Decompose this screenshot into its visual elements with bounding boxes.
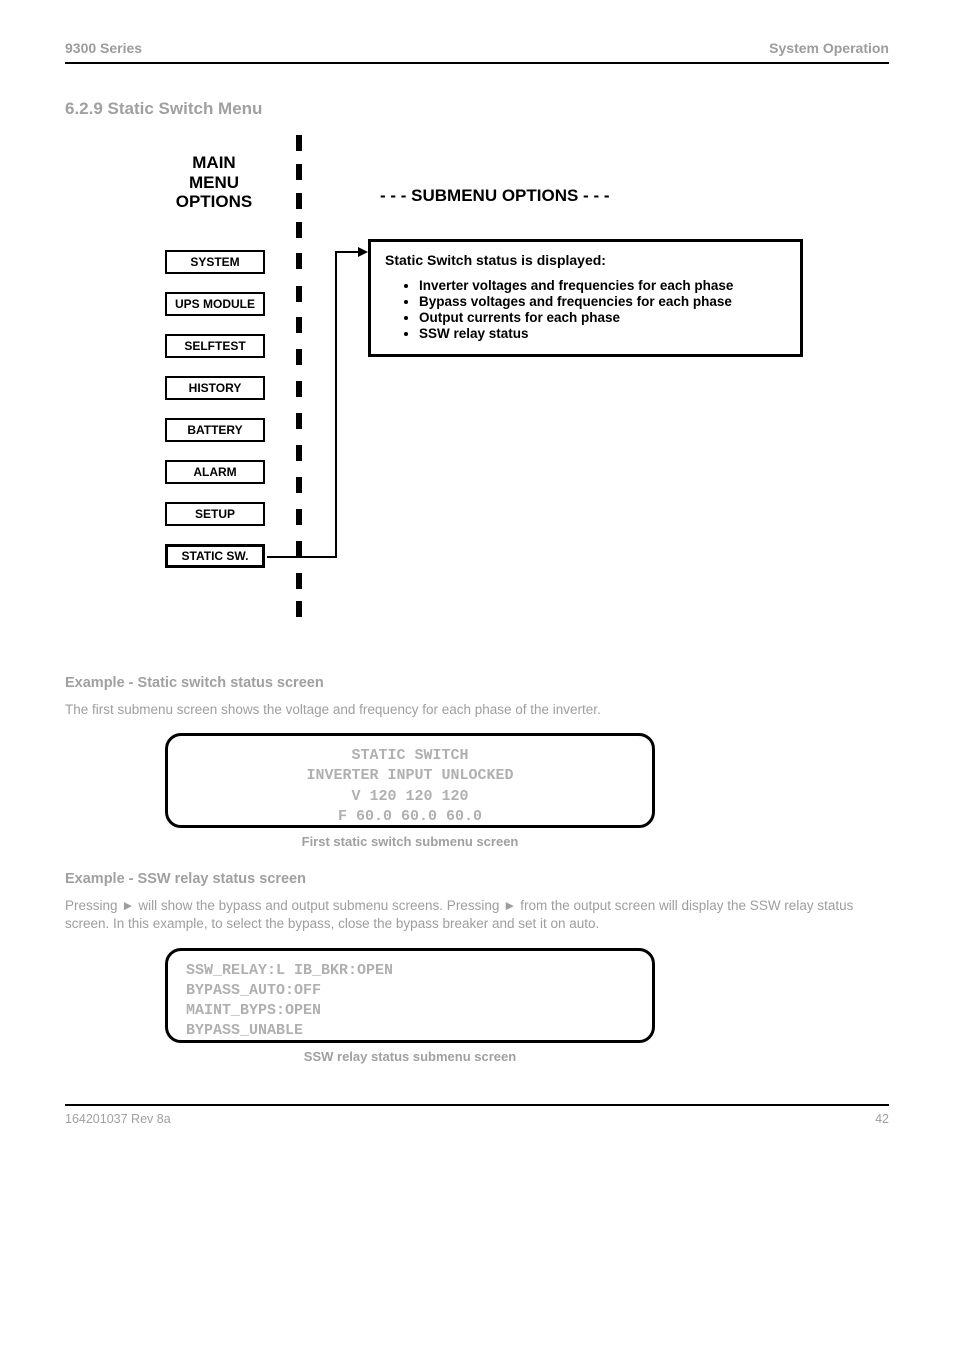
menu-item-static-sw[interactable]: STATIC SW. (165, 544, 265, 568)
dash-seg (296, 253, 302, 269)
submenu-box-heading: Static Switch status is displayed: (385, 252, 786, 268)
lcd-screen-1: STATIC SWITCH INVERTER INPUT UNLOCKED V … (165, 733, 655, 828)
paragraph: Pressing ► will show the bypass and outp… (65, 897, 889, 933)
lcd-line: BYPASS_AUTO:OFF (186, 981, 634, 1001)
dash-seg (296, 317, 302, 333)
submenu-box: Static Switch status is displayed: Inver… (368, 239, 803, 357)
top-rule (65, 62, 889, 64)
menu-item-history[interactable]: HISTORY (165, 376, 265, 400)
menu-item-ups-module[interactable]: UPS MODULE (165, 292, 265, 316)
paragraph: The first submenu screen shows the volta… (65, 701, 889, 719)
lcd-screen-2: SSW_RELAY:L IB_BKR:OPEN BYPASS_AUTO:OFF … (165, 948, 655, 1043)
dash-seg (296, 509, 302, 525)
lcd-line: SSW_RELAY:L IB_BKR:OPEN (186, 961, 634, 981)
dash-seg (296, 601, 302, 617)
menu-diagram: MAINMENUOPTIONS - - - SUBMENU OPTIONS - … (95, 131, 889, 671)
connector (267, 556, 337, 558)
submenu-list: Inverter voltages and frequencies for ea… (385, 278, 786, 341)
lcd-line: F 60.0 60.0 60.0 (186, 807, 634, 827)
dash-seg (296, 164, 302, 180)
dash-seg (296, 381, 302, 397)
dash-seg (296, 222, 302, 238)
menu-item-selftest[interactable]: SELFTEST (165, 334, 265, 358)
dash-seg (296, 413, 302, 429)
submenu-list-item: SSW relay status (419, 326, 786, 341)
section-title: 6.2.9 Static Switch Menu (65, 99, 889, 119)
subsection-title-2: Example - SSW relay status screen (65, 871, 889, 887)
dash-seg (296, 445, 302, 461)
lcd-line: V 120 120 120 (186, 787, 634, 807)
bottom-rule (65, 1104, 889, 1106)
arrow-icon (358, 247, 368, 257)
footer-right: 42 (875, 1112, 889, 1126)
main-menu-heading-text: MAINMENUOPTIONS (176, 153, 253, 211)
submenu-list-item: Output currents for each phase (419, 310, 786, 325)
lcd-line: MAINT_BYPS:OPEN (186, 1001, 634, 1021)
dash-seg (296, 477, 302, 493)
dash-seg (296, 349, 302, 365)
header-left: 9300 Series (65, 40, 142, 56)
dash-seg (296, 541, 302, 557)
subsection-title-1: Example - Static switch status screen (65, 675, 889, 691)
submenu-list-item: Inverter voltages and frequencies for ea… (419, 278, 786, 293)
submenu-heading: - - - SUBMENU OPTIONS - - - (380, 186, 609, 206)
connector (335, 251, 360, 253)
menu-item-battery[interactable]: BATTERY (165, 418, 265, 442)
dash-seg (296, 573, 302, 589)
footer-left: 164201037 Rev 8a (65, 1112, 171, 1126)
dash-seg (296, 286, 302, 302)
menu-item-setup[interactable]: SETUP (165, 502, 265, 526)
lcd-line: INVERTER INPUT UNLOCKED (186, 766, 634, 786)
connector (335, 251, 337, 558)
lcd-line: BYPASS_UNABLE (186, 1021, 634, 1041)
main-menu-heading: MAINMENUOPTIONS (159, 153, 269, 212)
lcd-line: STATIC SWITCH (186, 746, 634, 766)
figure-caption-2: SSW relay status submenu screen (165, 1049, 655, 1064)
menu-item-system[interactable]: SYSTEM (165, 250, 265, 274)
menu-item-alarm[interactable]: ALARM (165, 460, 265, 484)
dash-seg (296, 135, 302, 151)
figure-caption-1: First static switch submenu screen (165, 834, 655, 849)
header-right: System Operation (769, 40, 889, 56)
submenu-list-item: Bypass voltages and frequencies for each… (419, 294, 786, 309)
dash-seg (296, 193, 302, 209)
